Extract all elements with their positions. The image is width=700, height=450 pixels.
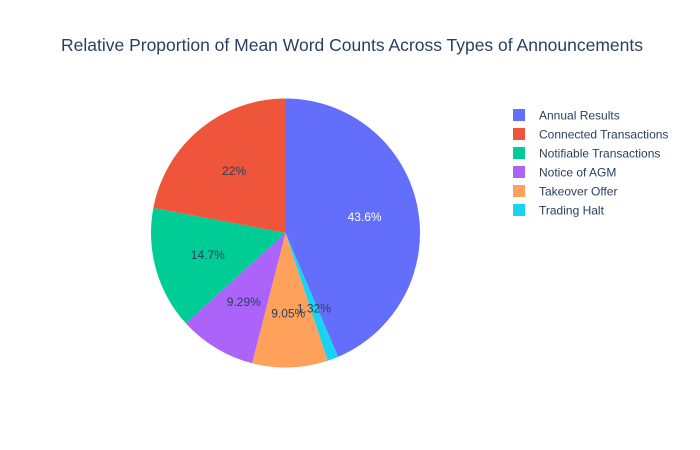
legend-item-connected-transactions[interactable]: Connected Transactions <box>513 128 668 142</box>
legend-swatch <box>513 185 525 197</box>
legend-swatch <box>513 128 525 140</box>
legend-label: Trading Halt <box>539 204 605 218</box>
chart-title: Relative Proportion of Mean Word Counts … <box>61 35 643 55</box>
pie-label-annual-results: 43.6% <box>348 210 382 224</box>
pie-label-connected-transactions: 22% <box>222 164 246 178</box>
legend-swatch <box>513 147 525 159</box>
pie-slice-notice-of-agm <box>185 233 286 364</box>
pie-label-takeover-offer: 9.05% <box>271 307 305 321</box>
legend: Annual Results Connected Transactions Noti… <box>513 109 668 218</box>
legend-swatch <box>513 166 525 178</box>
legend-label: Takeover Offer <box>539 185 617 199</box>
pie-slices <box>150 98 421 368</box>
pie-slice-trading-halt <box>285 233 339 361</box>
legend-item-notice-of-agm[interactable]: Notice of AGM <box>513 166 616 180</box>
pie-label-notifiable-transactions: 14.7% <box>191 248 225 262</box>
legend-swatch <box>513 109 525 121</box>
pie-label-notice-of-agm: 9.29% <box>227 295 261 309</box>
legend-item-takeover-offer[interactable]: Takeover Offer <box>513 185 617 199</box>
pie-slice-annual-results <box>285 98 421 357</box>
legend-label: Connected Transactions <box>539 128 668 142</box>
pie-slice-takeover-offer <box>252 233 328 368</box>
pie-labels: 43.6% 1.32%9.05% 9.29% 14.7% 22% <box>191 164 382 321</box>
pie-label-trading-halt: 1.32% <box>297 302 331 316</box>
legend-label: Notifiable Transactions <box>539 147 660 161</box>
pie-slice-connected-transactions <box>153 98 286 233</box>
legend-item-trading-halt[interactable]: Trading Halt <box>513 204 605 218</box>
pie-slice-notifiable-transactions <box>150 207 286 324</box>
legend-item-annual-results[interactable]: Annual Results <box>513 109 620 123</box>
legend-item-notifiable-transactions[interactable]: Notifiable Transactions <box>513 147 660 161</box>
legend-swatch <box>513 204 525 216</box>
legend-label: Notice of AGM <box>539 166 616 180</box>
legend-label: Annual Results <box>539 109 620 123</box>
